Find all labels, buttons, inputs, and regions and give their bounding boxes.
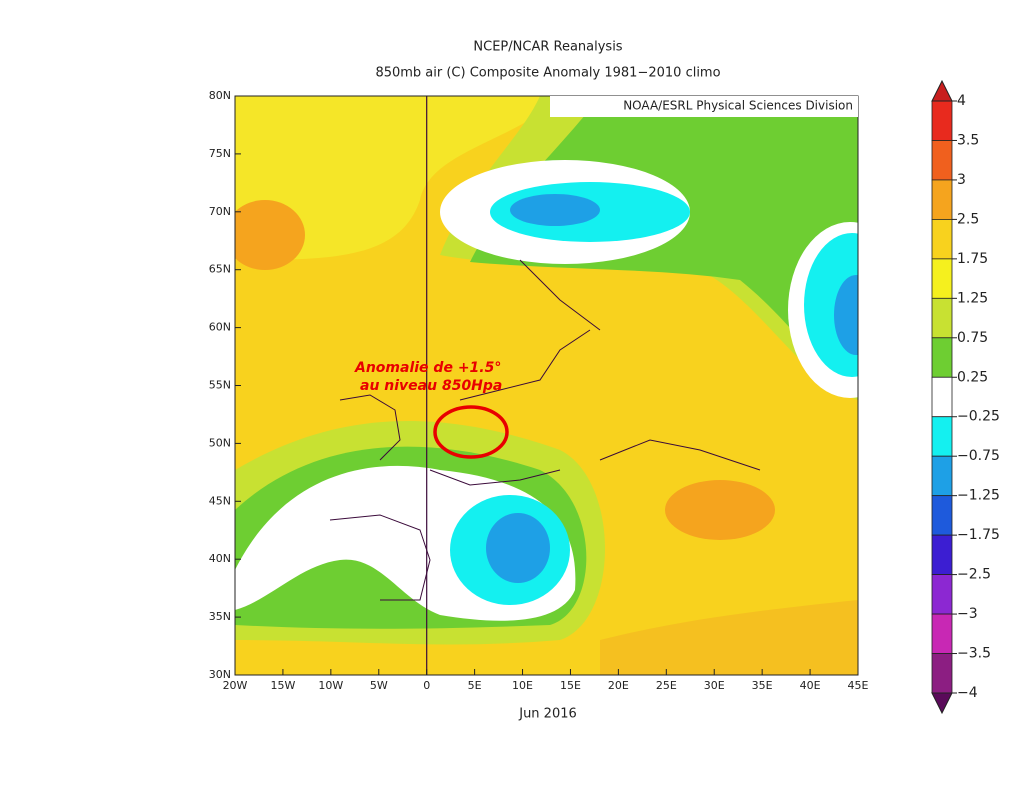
annotation: Anomalie de +1.5°: [354, 360, 501, 376]
colorbar-segment: [931, 534, 953, 576]
colorbar-segment: [931, 495, 953, 536]
title: NCEP/NCAR Reanalysis: [473, 40, 622, 55]
colorbar-label: −3: [957, 606, 978, 622]
colorbar-label: 3.5: [957, 132, 979, 148]
y-tick-label: 65N: [209, 263, 231, 276]
colorbar-segment: [931, 574, 953, 615]
colorbar-segment: [931, 258, 953, 299]
colorbar-label: −3.5: [957, 646, 991, 662]
colorbar-segment: [931, 179, 953, 220]
x-tick-label: 15W: [270, 679, 295, 692]
colorbar-label: −0.75: [957, 448, 1000, 464]
colorbar-label: −1.25: [957, 488, 1000, 504]
colorbar-label: 1.75: [957, 251, 988, 267]
subtitle: 850mb air (C) Composite Anomaly 1981−201…: [375, 66, 720, 81]
credit-box: [550, 96, 858, 117]
colorbar-end: [931, 692, 953, 715]
x-tick-label: 25E: [656, 679, 677, 692]
colorbar-label: 1.25: [957, 290, 988, 306]
y-tick-label: 55N: [209, 379, 231, 392]
colorbar-segment: [931, 416, 953, 457]
x-tick-label: 5W: [370, 679, 388, 692]
colorbar-segment: [931, 337, 953, 378]
annotation: au niveau 850Hpa: [360, 378, 502, 394]
y-tick-label: 35N: [209, 610, 231, 623]
colorbar-label: 0.75: [957, 330, 988, 346]
colorbar-segment: [931, 218, 953, 260]
y-tick-label: 70N: [209, 205, 231, 218]
y-tick-label: 45N: [209, 494, 231, 507]
y-tick-label: 75N: [209, 147, 231, 160]
x-tick-label: 45E: [848, 679, 869, 692]
colorbar-segment: [931, 100, 953, 141]
colorbar-label: 4: [957, 93, 966, 109]
y-tick-label: 60N: [209, 321, 231, 334]
x-tick-label: 5E: [468, 679, 482, 692]
y-tick-label: 40N: [209, 552, 231, 565]
colorbar-label: −4: [957, 685, 978, 701]
colorbar-end: [931, 79, 953, 102]
colorbar-segment: [931, 297, 953, 339]
colorbar-segment: [931, 376, 953, 418]
colorbar-label: 0.25: [957, 369, 988, 385]
x-tick-label: 40E: [800, 679, 821, 692]
colorbar-segment: [931, 455, 953, 497]
y-tick-label: 50N: [209, 436, 231, 449]
x-tick-label: 10E: [512, 679, 533, 692]
colorbar-segment: [931, 653, 953, 694]
x-tick-label: 30E: [704, 679, 725, 692]
credit: NOAA/ESRL Physical Sciences Division: [623, 99, 853, 113]
colorbar-segment: [931, 613, 953, 654]
highlight-circle: [433, 405, 509, 459]
x-tick-label: 15E: [560, 679, 581, 692]
colorbar-label: 3: [957, 172, 966, 188]
x-tick-label: 10W: [318, 679, 343, 692]
colorbar-label: −2.5: [957, 567, 991, 583]
x-tick-label: 35E: [752, 679, 773, 692]
colorbar-label: 2.5: [957, 211, 979, 227]
x-tick-label: 20E: [608, 679, 629, 692]
x-label: Jun 2016: [518, 707, 577, 722]
anomaly-field: [235, 96, 858, 675]
colorbar-label: −1.75: [957, 527, 1000, 543]
y-tick-label: 80N: [209, 89, 231, 102]
colorbar-segment: [931, 140, 953, 181]
colorbar-label: −0.25: [957, 409, 1000, 425]
x-tick-label: 20W: [223, 679, 248, 692]
x-tick-label: 0: [423, 679, 430, 692]
y-tick-label: 30N: [209, 668, 231, 681]
